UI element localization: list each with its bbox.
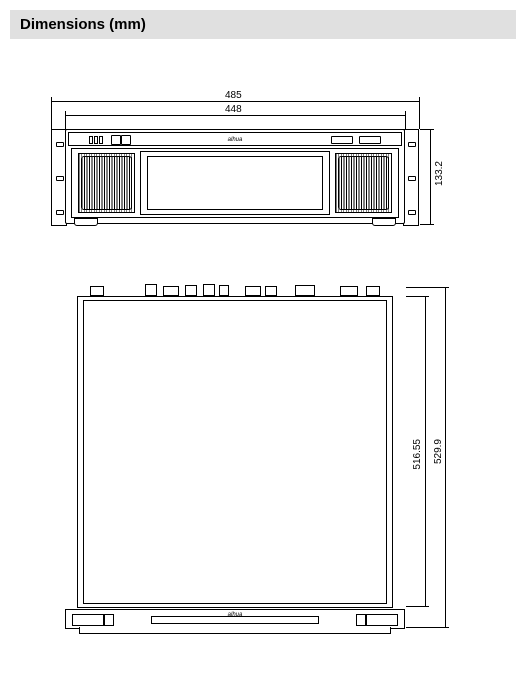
slot	[356, 614, 366, 626]
connector-icon	[185, 285, 197, 296]
connector-icon	[245, 286, 261, 296]
top-view: alhua	[65, 284, 405, 634]
dim-tick	[419, 97, 420, 105]
ear-hole	[56, 176, 64, 181]
handle-slot	[366, 614, 398, 626]
dim-tick	[420, 224, 434, 225]
vent-grille	[81, 156, 132, 210]
slot	[104, 614, 114, 626]
screen-bezel	[147, 156, 323, 210]
front-chassis: alhua	[65, 129, 405, 224]
dim-tick	[51, 97, 52, 105]
port-icon	[331, 136, 353, 144]
top-body	[77, 296, 393, 608]
handle-right	[372, 218, 396, 226]
rear-connectors	[85, 284, 385, 296]
connector-icon	[340, 286, 358, 296]
top-strip: alhua	[68, 132, 402, 146]
connector-icon	[265, 286, 277, 296]
drawing-area: 485 448 alhua	[10, 69, 510, 659]
connector-icon	[366, 286, 380, 296]
led-icon	[99, 136, 103, 144]
ear-hole	[408, 176, 416, 181]
dim-tick	[405, 111, 406, 129]
dim-label-485: 485	[225, 90, 242, 101]
section-title: Dimensions (mm)	[20, 16, 146, 33]
dim-label-133: 133.2	[434, 161, 445, 186]
port-icon	[359, 136, 381, 144]
led-icon	[94, 136, 98, 144]
section-header: Dimensions (mm)	[10, 10, 516, 39]
dim-ext	[51, 105, 52, 129]
dim-line-448	[65, 115, 405, 116]
connector-icon	[163, 286, 179, 296]
vent-left	[78, 153, 135, 213]
dim-line-516	[425, 296, 426, 606]
dim-tick	[420, 129, 434, 130]
connector-icon	[295, 285, 315, 296]
dim-line-485	[51, 101, 419, 102]
dim-label-516: 516.55	[412, 439, 423, 470]
connector-icon	[219, 285, 229, 296]
dim-line-133	[430, 129, 431, 224]
dim-line-529	[445, 287, 446, 627]
handle-slot	[72, 614, 104, 626]
button-icon	[111, 135, 121, 145]
front-body	[71, 148, 399, 218]
ear-hole	[56, 210, 64, 215]
connector-icon	[90, 286, 104, 296]
dim-tick	[406, 296, 429, 297]
connector-icon	[145, 284, 157, 296]
top-inner-line	[83, 300, 387, 604]
dim-tick	[406, 287, 449, 288]
ear-hole	[56, 142, 64, 147]
button-icon	[121, 135, 131, 145]
ear-hole	[408, 210, 416, 215]
dim-tick	[406, 606, 429, 607]
ear-hole	[408, 142, 416, 147]
dim-label-529: 529.9	[433, 439, 444, 464]
mounting-ear-right	[403, 129, 419, 226]
dim-label-448: 448	[225, 104, 242, 115]
connector-icon	[203, 284, 215, 296]
brand-logo: alhua	[228, 612, 243, 644]
front-screen	[140, 151, 330, 215]
vent-right	[335, 153, 392, 213]
front-view: alhua	[65, 129, 405, 224]
handle-left	[74, 218, 98, 226]
dim-tick	[406, 627, 449, 628]
led-icon	[89, 136, 93, 144]
dim-tick	[65, 111, 66, 129]
brand-logo: alhua	[228, 137, 243, 143]
vent-grille	[338, 156, 389, 210]
dim-ext	[419, 105, 420, 129]
